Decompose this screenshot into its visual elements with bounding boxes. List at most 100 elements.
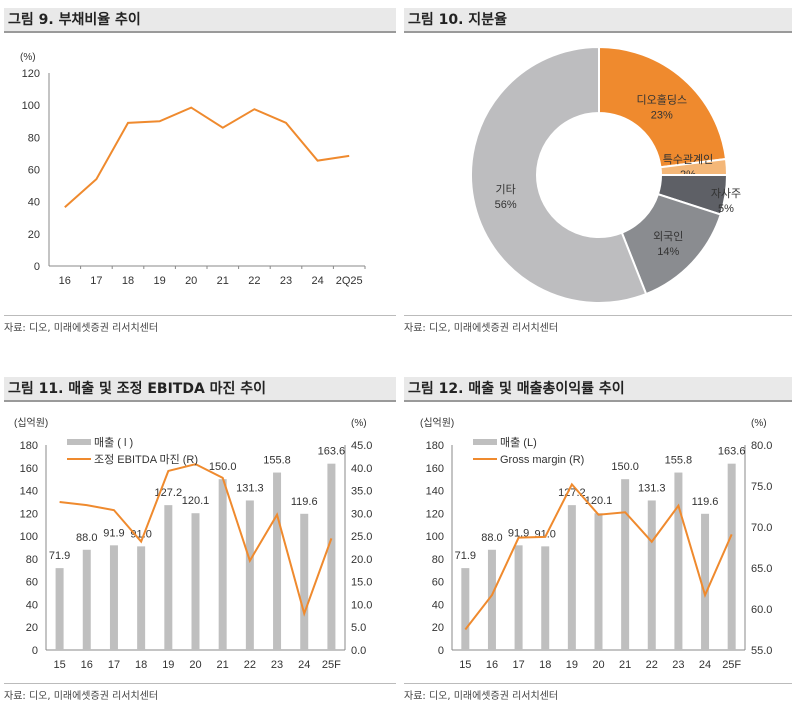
right-y-tick-label: 10.0 <box>351 599 372 611</box>
figure-11-title: 그림 11. 매출 및 조정 EBITDA 마진 추이 <box>8 381 267 397</box>
x-tick-label: 23 <box>280 275 292 287</box>
x-tick-label: 21 <box>619 659 631 671</box>
x-tick-label: 20 <box>185 275 197 287</box>
slice-label: 특수관계인 <box>663 153 714 166</box>
left-y-tick-label: 140 <box>426 486 444 498</box>
right-y-tick-label: 25.0 <box>351 531 372 543</box>
x-tick-label: 15 <box>53 659 65 671</box>
x-tick-label: 23 <box>271 659 283 671</box>
legend-bar-swatch <box>473 439 497 445</box>
revenue-bar <box>273 472 282 650</box>
left-y-tick-label: 60 <box>432 577 444 589</box>
x-tick-label: 18 <box>135 659 147 671</box>
revenue-bar <box>109 545 118 650</box>
left-y-tick-label: 0 <box>438 645 444 657</box>
right-y-tick-label: 0.0 <box>351 645 366 657</box>
bar-data-label: 131.3 <box>638 482 666 494</box>
legend-bar-label: 매출 ( l ) <box>94 436 133 449</box>
x-tick-label: 19 <box>153 275 165 287</box>
x-tick-label: 15 <box>459 659 471 671</box>
left-y-tick-label: 20 <box>26 622 38 634</box>
source-note-2: 자료: 디오, 미래에셋증권 리서치센터 <box>404 315 792 334</box>
bar-data-label: 120.1 <box>585 495 613 507</box>
left-y-tick-label: 40 <box>26 599 38 611</box>
figure-12-title: 그림 12. 매출 및 매출총이익률 추이 <box>408 381 625 397</box>
slice-label: 외국인 <box>653 230 683 243</box>
bar-data-label: 127.2 <box>558 487 586 499</box>
right-y-tick-label: 5.0 <box>351 622 366 634</box>
slice-percent: 14% <box>657 246 679 258</box>
revenue-bar <box>514 545 523 650</box>
donut-slice-0 <box>598 45 728 169</box>
left-y-tick-label: 20 <box>432 622 444 634</box>
left-y-tick-label: 120 <box>426 508 444 520</box>
legend-bar-swatch <box>67 439 91 445</box>
right-y-tick-label: 40.0 <box>351 463 372 475</box>
y-tick-label: 0 <box>34 261 40 273</box>
left-axis-unit: (십억원) <box>420 417 454 429</box>
y-tick-label: 80 <box>28 132 40 144</box>
bar-data-label: 91.9 <box>103 527 124 539</box>
bar-data-label: 91.0 <box>130 528 151 540</box>
bar-data-label: 163.6 <box>718 446 746 458</box>
source-note-3: 자료: 디오, 미래에셋증권 리서치센터 <box>4 683 396 702</box>
x-tick-label: 23 <box>672 659 684 671</box>
x-tick-label: 20 <box>592 659 604 671</box>
figure-9-title: 그림 9. 부채비율 추이 <box>8 12 141 28</box>
left-y-tick-label: 160 <box>20 463 38 475</box>
x-tick-label: 17 <box>90 275 102 287</box>
revenue-bar <box>300 513 309 650</box>
bar-data-label: 91.0 <box>535 528 556 540</box>
figure-12-header: 그림 12. 매출 및 매출총이익률 추이 <box>404 377 792 402</box>
left-y-tick-label: 160 <box>426 463 444 475</box>
revenue-bar <box>701 513 710 650</box>
right-y-tick-label: 65.0 <box>751 563 772 575</box>
debt-ratio-line <box>64 106 350 209</box>
bar-data-label: 88.0 <box>481 532 502 544</box>
bar-data-label: 155.8 <box>263 455 291 467</box>
right-y-tick-label: 15.0 <box>351 577 372 589</box>
y-tick-label: 120 <box>22 68 40 80</box>
revenue-bar <box>621 479 630 650</box>
right-y-tick-label: 70.0 <box>751 522 772 534</box>
revenue-bar <box>647 500 656 650</box>
revenue-bar <box>218 479 227 650</box>
left-y-tick-label: 180 <box>426 440 444 452</box>
revenue-bar <box>674 472 683 650</box>
x-tick-label: 18 <box>539 659 551 671</box>
revenue-bar <box>55 568 64 650</box>
x-tick-label: 24 <box>298 659 310 671</box>
y-tick-label: 40 <box>28 197 40 209</box>
x-tick-label: 22 <box>646 659 658 671</box>
bar-data-label: 131.3 <box>236 482 264 494</box>
legend-line-label: Gross margin (R) <box>500 454 584 466</box>
x-tick-label: 16 <box>81 659 93 671</box>
y-tick-label: 20 <box>28 229 40 241</box>
bar-data-label: 91.9 <box>508 527 529 539</box>
left-y-tick-label: 40 <box>432 599 444 611</box>
revenue-bar <box>82 549 91 650</box>
y-tick-label: 100 <box>22 100 40 112</box>
revenue-bar <box>594 513 603 650</box>
y-tick-label: 60 <box>28 165 40 177</box>
slice-label: 기타 <box>496 183 516 196</box>
revenue-bar <box>727 463 736 650</box>
margin-line <box>59 463 333 617</box>
x-tick-label: 18 <box>122 275 134 287</box>
left-y-tick-label: 100 <box>20 531 38 543</box>
x-tick-label: 25F <box>722 659 741 671</box>
left-y-tick-label: 80 <box>432 554 444 566</box>
y-axis-unit: (%) <box>20 52 36 63</box>
left-y-tick-label: 120 <box>20 508 38 520</box>
right-y-tick-label: 45.0 <box>351 440 372 452</box>
right-y-tick-label: 75.0 <box>751 481 772 493</box>
left-y-tick-label: 60 <box>26 577 38 589</box>
figure-11-header: 그림 11. 매출 및 조정 EBITDA 마진 추이 <box>4 377 396 402</box>
x-tick-label: 21 <box>217 659 229 671</box>
x-tick-label: 17 <box>108 659 120 671</box>
bar-data-label: 163.6 <box>318 446 346 458</box>
revenue-bar <box>245 500 254 650</box>
x-tick-label: 20 <box>189 659 201 671</box>
right-y-tick-label: 55.0 <box>751 645 772 657</box>
